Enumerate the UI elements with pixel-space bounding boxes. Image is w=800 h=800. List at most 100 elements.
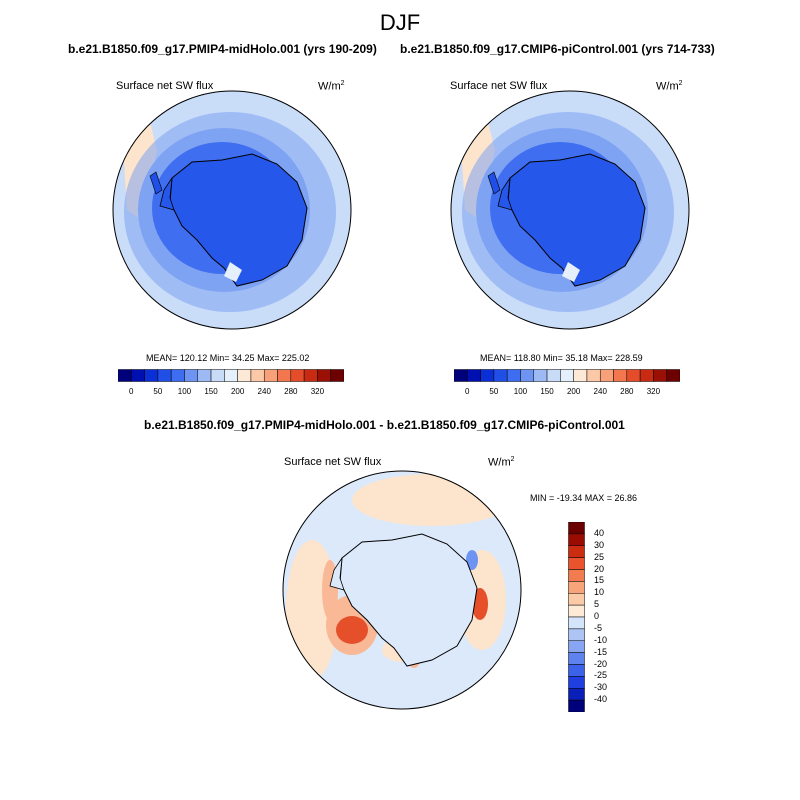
- colorbar-swatch: [568, 557, 585, 570]
- colorbar-tick-label: -20: [594, 658, 608, 669]
- colorbar-swatch: [568, 652, 585, 665]
- colorbar-swatch: [250, 369, 265, 382]
- colorbar-swatch: [277, 369, 292, 382]
- colorbar-swatch: [157, 369, 172, 382]
- colorbar-tick-label: -40: [594, 694, 608, 705]
- colorbar-tick-label: 100: [177, 387, 192, 396]
- colorbar-tick-label: 40: [594, 527, 605, 538]
- colorbar-swatch: [210, 369, 225, 382]
- right-units-label: W/m2: [656, 80, 683, 93]
- colorbar-swatch: [568, 640, 585, 653]
- colorbar-swatch: [467, 369, 481, 382]
- colorbar-swatch: [568, 522, 585, 535]
- colorbar-tick-label: -30: [594, 682, 608, 693]
- colorbar-swatch: [639, 369, 654, 382]
- colorbar-swatch: [568, 533, 585, 546]
- colorbar-swatch: [653, 369, 667, 382]
- colorbar-swatch: [506, 369, 521, 382]
- right-colorbar-ticks: 0 50 100 150 200 240 280 320: [454, 387, 680, 399]
- colorbar-tick-label: 150: [204, 387, 218, 396]
- left-colorbar-ticks: 0 50 100 150 200 240 280 320: [118, 387, 344, 399]
- colorbar-swatch: [599, 369, 614, 382]
- colorbar-tick-label: 240: [257, 387, 271, 396]
- colorbar-swatch: [568, 628, 585, 641]
- diff-units-label: W/m2: [488, 456, 515, 469]
- colorbar-swatch: [454, 369, 468, 382]
- colorbar-tick-label: 10: [594, 587, 605, 598]
- right-polar-map: [450, 90, 690, 330]
- left-variable-label: Surface net SW flux: [116, 80, 214, 92]
- colorbar-swatch: [118, 369, 132, 382]
- figure-title: DJF: [379, 10, 421, 35]
- colorbar-swatch: [131, 369, 145, 382]
- colorbar-tick-label: 280: [284, 387, 298, 396]
- colorbar-swatch: [666, 369, 680, 382]
- colorbar-swatch: [568, 664, 585, 677]
- right-run-title: b.e21.B1850.f09_g17.CMIP6-piControl.001 …: [400, 42, 715, 56]
- right-variable-label: Surface net SW flux: [450, 80, 548, 92]
- diff-polar-map: [282, 470, 522, 710]
- colorbar-tick-label: -25: [594, 670, 608, 681]
- diff-stats: MIN = -19.34 MAX = 26.86: [530, 493, 638, 503]
- colorbar-swatch: [568, 676, 585, 689]
- colorbar-tick-label: 280: [620, 387, 634, 396]
- colorbar-swatch: [317, 369, 331, 382]
- colorbar-tick-label: 25: [594, 551, 605, 562]
- colorbar-swatch: [568, 593, 585, 606]
- colorbar-swatch: [568, 699, 585, 712]
- diff-colorbar: [568, 522, 585, 712]
- colorbar-tick-label: 0: [129, 387, 134, 396]
- colorbar-swatch: [263, 369, 278, 382]
- right-colorbar: [454, 369, 680, 382]
- right-stats: MEAN= 118.80 Min= 35.18 Max= 228.59: [480, 353, 643, 363]
- diff-variable-label: Surface net SW flux: [284, 456, 382, 468]
- colorbar-swatch: [573, 369, 588, 382]
- colorbar-swatch: [586, 369, 601, 382]
- colorbar-tick-label: 100: [513, 387, 528, 396]
- colorbar-tick-label: 240: [593, 387, 607, 396]
- colorbar-swatch: [170, 369, 185, 382]
- colorbar-swatch: [290, 369, 305, 382]
- colorbar-tick-label: 20: [594, 563, 605, 574]
- colorbar-swatch: [237, 369, 252, 382]
- colorbar-tick-label: 320: [310, 387, 325, 396]
- colorbar-tick-label: 5: [594, 599, 600, 610]
- colorbar-swatch: [330, 369, 344, 382]
- colorbar-swatch: [568, 616, 585, 630]
- colorbar-tick-label: 200: [566, 387, 581, 396]
- colorbar-swatch: [184, 369, 199, 382]
- colorbar-swatch: [546, 369, 561, 382]
- colorbar-swatch: [568, 604, 585, 618]
- colorbar-tick-label: 30: [594, 539, 605, 550]
- colorbar-swatch: [520, 369, 535, 382]
- colorbar-swatch: [626, 369, 641, 382]
- colorbar-swatch: [480, 369, 495, 382]
- colorbar-tick-label: 320: [646, 387, 661, 396]
- colorbar-swatch: [568, 688, 585, 701]
- colorbar-tick-label: -15: [594, 646, 608, 657]
- colorbar-swatch: [568, 581, 585, 594]
- colorbar-tick-label: 0: [594, 611, 600, 621]
- colorbar-swatch: [560, 369, 574, 382]
- colorbar-tick-label: 50: [153, 387, 163, 396]
- diff-run-title: b.e21.B1850.f09_g17.PMIP4-midHolo.001 - …: [144, 418, 625, 432]
- colorbar-swatch: [613, 369, 628, 382]
- colorbar-swatch: [303, 369, 318, 382]
- colorbar-swatch: [197, 369, 212, 382]
- diff-colorbar-ticks: 40 30 25 20 15 10 5 0 -5 -10 -15 -20 -25 -30 -40: [592, 522, 632, 712]
- colorbar-swatch: [144, 369, 159, 382]
- left-polar-map: [112, 90, 352, 330]
- colorbar-swatch: [533, 369, 548, 382]
- colorbar-swatch: [493, 369, 508, 382]
- left-run-title: b.e21.B1850.f09_g17.PMIP4-midHolo.001 (y…: [68, 42, 377, 56]
- colorbar-tick-label: 15: [594, 575, 605, 586]
- colorbar-swatch: [568, 545, 585, 558]
- colorbar-tick-label: 200: [230, 387, 245, 396]
- colorbar-swatch: [224, 369, 238, 382]
- colorbar-tick-label: -10: [594, 634, 608, 645]
- left-units-label: W/m2: [318, 80, 345, 93]
- colorbar-tick-label: 150: [540, 387, 554, 396]
- colorbar-tick-label: -5: [594, 622, 603, 633]
- left-colorbar: [118, 369, 344, 382]
- left-stats: MEAN= 120.12 Min= 34.25 Max= 225.02: [146, 353, 310, 363]
